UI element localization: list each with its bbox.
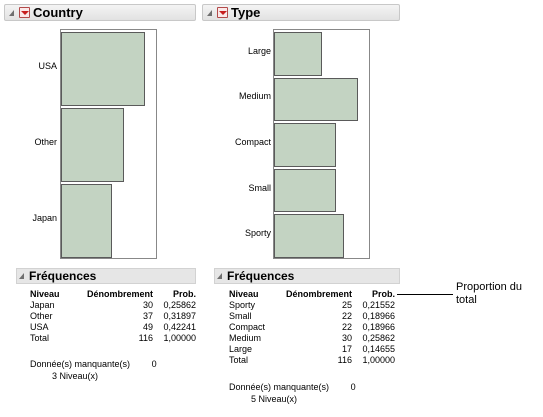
cell-niveau: Japan: [30, 300, 55, 310]
level-label-sporty: Sporty: [244, 228, 271, 239]
col-prob: Prob.: [371, 289, 395, 299]
red-triangle-menu-icon[interactable]: [19, 7, 30, 18]
type-bar-chart: [273, 29, 370, 259]
table-row: Japan 30 0,25862: [30, 300, 196, 311]
freq-country-table: Niveau Dénombrement Prob. Japan 30 0,25862…: [30, 289, 196, 344]
bar-usa[interactable]: [61, 32, 145, 106]
table-row: USA 49 0,42241: [30, 322, 196, 333]
bar-compact[interactable]: [274, 123, 336, 167]
cell-prob: 0,42241: [163, 322, 196, 332]
cell-niveau: Total: [229, 355, 249, 365]
cell-niveau: Medium: [229, 333, 262, 343]
disclosure-triangle-icon[interactable]: [19, 273, 24, 279]
bar-japan[interactable]: [61, 184, 113, 258]
cell-prob: 0,25862: [163, 300, 196, 310]
table-row: Other 37 0,31897: [30, 311, 196, 322]
country-bar-chart: [60, 29, 157, 259]
cell-denombrement: 22: [341, 322, 352, 332]
col-denombrement: Dénombrement: [285, 289, 352, 299]
cell-prob: 0,18966: [362, 311, 395, 321]
missing-label: Donnée(s) manquante(s): [229, 382, 330, 392]
callout-line: [397, 294, 453, 295]
freq-country-title: Fréquences: [29, 269, 97, 283]
cell-denombrement: 22: [341, 311, 352, 321]
disclosure-triangle-icon[interactable]: [217, 273, 222, 279]
freq-type-levels-note: 5 Niveau(x): [251, 394, 298, 404]
cell-prob: 0,25862: [362, 333, 395, 343]
missing-value: 0: [350, 382, 356, 392]
cell-denombrement: 116: [138, 333, 153, 343]
level-label-compact: Compact: [234, 137, 271, 147]
bar-small[interactable]: [274, 168, 336, 213]
bar-sporty[interactable]: [274, 214, 344, 258]
cell-niveau: Large: [229, 344, 253, 354]
freq-type-missing: Donnée(s) manquante(s) 0: [229, 382, 356, 393]
cell-denombrement: 30: [341, 333, 352, 343]
level-label-japan: Japan: [32, 213, 57, 223]
cell-niveau: Small: [229, 311, 252, 321]
freq-type-header: Fréquences: [214, 268, 400, 284]
col-prob: Prob.: [172, 289, 196, 299]
level-label-other: Other: [34, 137, 57, 147]
bar-medium[interactable]: [274, 77, 358, 122]
cell-niveau: Compact: [229, 322, 266, 332]
cell-denombrement: 49: [142, 322, 153, 332]
freq-type-table: Niveau Dénombrement Prob. Sporty 25 0,2155…: [229, 289, 395, 366]
missing-value: 0: [151, 359, 157, 369]
cell-prob: 1,00000: [163, 333, 196, 343]
missing-label: Donnée(s) manquante(s): [30, 359, 131, 369]
disclosure-triangle-icon[interactable]: [207, 10, 212, 16]
cell-denombrement: 116: [337, 355, 352, 365]
freq-country-missing: Donnée(s) manquante(s) 0: [30, 359, 157, 370]
cell-niveau: Other: [30, 311, 53, 321]
cell-denombrement: 37: [142, 311, 153, 321]
bar-other[interactable]: [61, 108, 125, 182]
country-title: Country: [33, 5, 83, 20]
col-denombrement: Dénombrement: [86, 289, 153, 299]
cell-prob: 0,31897: [163, 311, 196, 321]
cell-prob: 0,21552: [362, 300, 395, 310]
table-row: Medium 30 0,25862: [229, 333, 395, 344]
bar-large[interactable]: [274, 32, 322, 76]
cell-denombrement: 30: [142, 300, 153, 310]
cell-prob: 1,00000: [362, 355, 395, 365]
table-row: Total 116 1,00000: [30, 333, 196, 344]
cell-niveau: Total: [30, 333, 50, 343]
disclosure-triangle-icon[interactable]: [9, 10, 14, 16]
level-label-large: Large: [247, 45, 271, 56]
cell-prob: 0,14655: [362, 344, 395, 354]
table-row: Sporty 25 0,21552: [229, 300, 395, 311]
type-title: Type: [231, 5, 261, 20]
country-header: Country: [4, 4, 196, 21]
level-label-usa: USA: [38, 61, 57, 71]
freq-country-header: Fréquences: [16, 268, 196, 284]
cell-prob: 0,18966: [362, 322, 395, 332]
red-triangle-menu-icon[interactable]: [217, 7, 228, 18]
table-row: Total 116 1,00000: [229, 355, 395, 366]
col-niveau: Niveau: [229, 289, 259, 299]
type-header: Type: [202, 4, 400, 21]
cell-niveau: USA: [30, 322, 49, 332]
freq-country-levels-note: 3 Niveau(x): [52, 371, 99, 381]
freq-type-title: Fréquences: [227, 269, 295, 283]
table-row: Large 17 0,14655: [229, 344, 395, 355]
table-row: Compact 22 0,18966: [229, 322, 395, 333]
callout-text: Proportion du total: [456, 281, 523, 306]
level-label-small: Small: [248, 182, 271, 193]
cell-niveau: Sporty: [229, 300, 256, 310]
level-label-medium: Medium: [238, 91, 271, 102]
table-row: Small 22 0,18966: [229, 311, 395, 322]
cell-denombrement: 17: [341, 344, 352, 354]
col-niveau: Niveau: [30, 289, 60, 299]
cell-denombrement: 25: [341, 300, 352, 310]
